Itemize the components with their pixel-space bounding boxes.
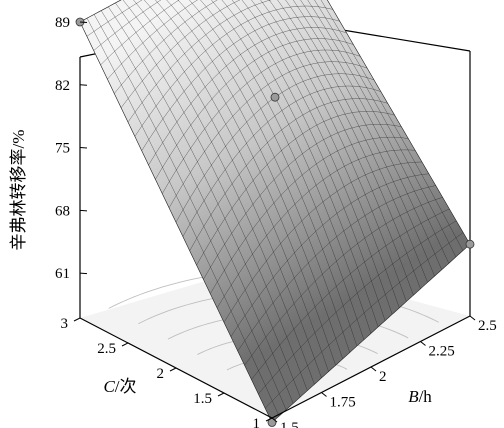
c-tick-mark <box>217 392 225 397</box>
b-tick-label: 2.5 <box>478 318 497 334</box>
z-tick-label: 75 <box>55 141 70 157</box>
mesh-line-c <box>141 16 340 151</box>
c-tick-label: 1 <box>253 416 261 428</box>
mesh-line-c <box>93 0 162 51</box>
b-tick-mark <box>370 366 377 372</box>
c-tick-label: 2.5 <box>97 341 116 357</box>
b-axis-title: B/h <box>408 387 432 406</box>
mesh-line-c <box>258 220 457 395</box>
mesh-line-c <box>127 0 272 123</box>
mesh-line-c <box>182 85 381 237</box>
c-tick-mark <box>121 342 129 347</box>
z-tick-label: 68 <box>55 203 70 219</box>
mesh-line-c <box>203 124 402 280</box>
z-tick-label: 82 <box>55 78 70 94</box>
c-tick-mark <box>73 317 81 322</box>
mesh-line-c <box>237 185 436 352</box>
c-tick-label: 1.5 <box>193 391 212 407</box>
design-point <box>465 239 475 249</box>
c-axis-ticks: 1 1.5 2 2.5 3 <box>61 316 273 428</box>
b-axis-ticks: 1.5 1.75 2 2.25 2.5 <box>271 315 497 428</box>
mesh-line-c <box>79 0 122 23</box>
design-point <box>270 92 280 102</box>
mesh-line-c <box>210 136 409 294</box>
c-axis-title: C/次 <box>103 377 136 396</box>
mesh-line-c <box>114 0 218 94</box>
b-tick-label: 1.75 <box>330 395 356 411</box>
c-axis-title-unit: /次 <box>115 377 137 396</box>
mesh-line-c <box>148 27 347 166</box>
mesh-line-c <box>251 208 450 380</box>
surface-mesh <box>79 0 471 423</box>
b-tick-mark <box>420 341 426 346</box>
b-tick-mark <box>271 417 278 423</box>
mesh-line-c <box>120 0 241 108</box>
mesh-line-c <box>230 173 429 337</box>
z-tick-label: 89 <box>55 15 70 31</box>
mesh-line-c <box>271 244 471 423</box>
z-tick-mark <box>79 147 88 149</box>
z-axis-title: 辛弗林转移率/% <box>9 130 28 251</box>
mesh-line-c <box>168 61 368 209</box>
mesh-line-c <box>264 232 464 409</box>
b-tick-label: 2 <box>379 369 387 385</box>
c-tick-label: 3 <box>61 316 69 332</box>
b-axis-title-unit: /h <box>419 387 433 406</box>
c-tick-mark <box>265 417 273 422</box>
response-surface <box>79 0 471 423</box>
c-tick-mark <box>169 367 177 372</box>
mesh-line-c <box>189 98 388 251</box>
b-tick-mark <box>469 315 476 321</box>
mesh-line-c <box>86 0 143 37</box>
z-axis-ticks: 61 68 75 82 89 <box>55 15 88 282</box>
mesh-line-c <box>216 149 416 309</box>
mesh-line-c <box>134 5 333 137</box>
z-tick-mark <box>79 272 88 275</box>
mesh-line-c <box>107 0 198 80</box>
b-axis-title-var: B <box>408 387 419 406</box>
mesh-line-c <box>162 49 361 194</box>
c-axis-title-var: C <box>103 377 115 396</box>
mesh-line-c <box>223 161 423 323</box>
mesh-line-c <box>155 38 354 180</box>
z-tick-mark <box>79 84 88 86</box>
z-tick-mark <box>79 21 88 23</box>
mesh-line-c <box>244 197 443 366</box>
b-tick-label: 1.5 <box>280 420 299 428</box>
z-tick-mark <box>79 209 88 212</box>
b-tick-label: 2.25 <box>429 344 455 360</box>
mesh-line-c <box>196 111 395 266</box>
z-tick-label: 61 <box>55 266 70 282</box>
mesh-line-c <box>100 0 180 66</box>
c-tick-label: 2 <box>157 366 165 382</box>
b-tick-mark <box>321 392 327 397</box>
